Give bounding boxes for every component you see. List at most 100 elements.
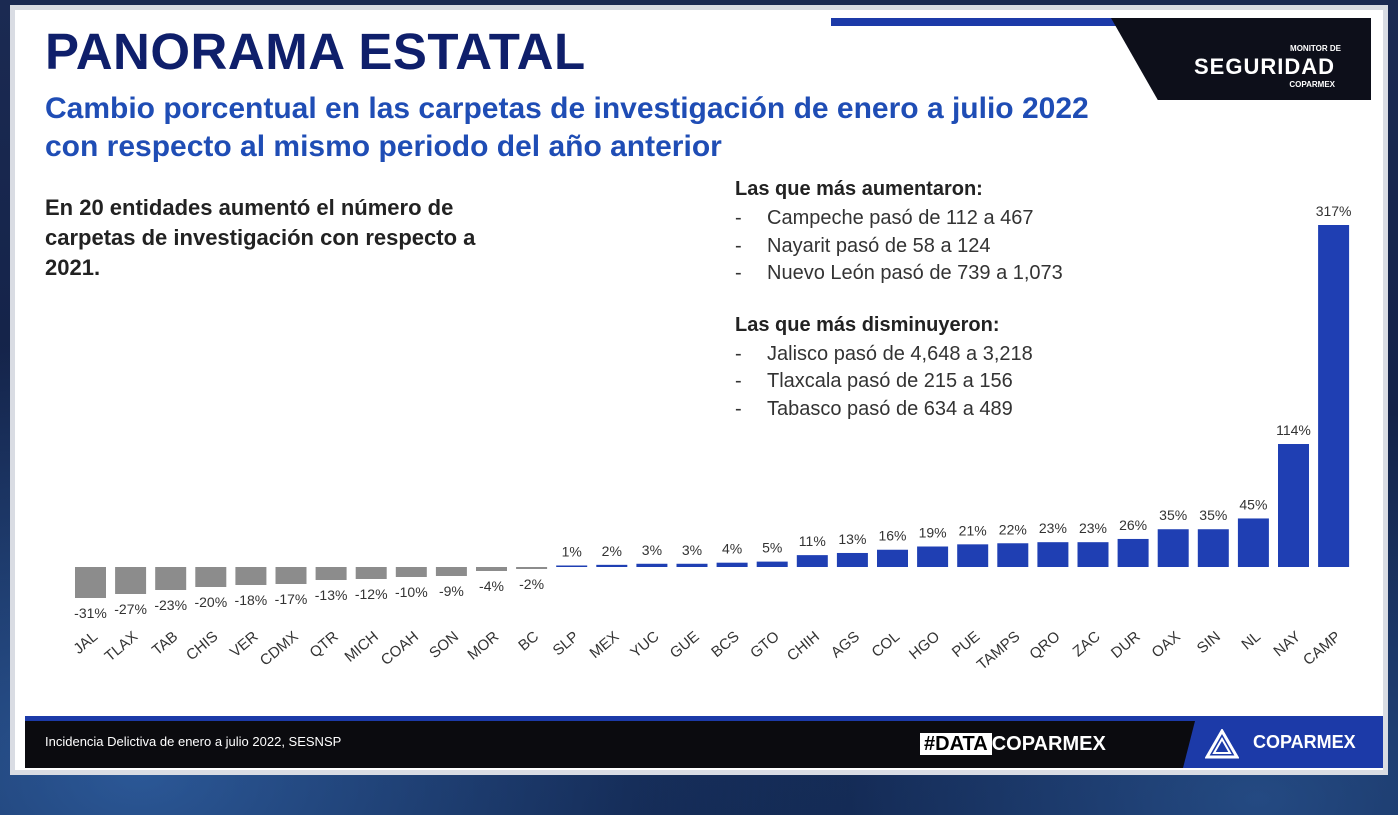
value-label: -31% [74, 605, 107, 621]
bar-hgo [917, 546, 949, 567]
value-label: 21% [959, 522, 987, 538]
category-label: YUC [627, 628, 662, 661]
category-label: OAX [1149, 628, 1184, 661]
bar-mex [596, 564, 628, 567]
bar-cdmx [275, 567, 307, 584]
page-subtitle: Cambio porcentual en las carpetas de inv… [45, 92, 1089, 163]
category-label: MOR [464, 628, 502, 664]
bar-bc [516, 567, 548, 569]
category-label: TLAX [102, 628, 142, 665]
bar-ags [836, 552, 868, 567]
bar-nay [1278, 444, 1309, 567]
bar-camp [1318, 225, 1350, 567]
category-label: QRO [1026, 628, 1063, 663]
page-title: PANORAMA ESTATAL [45, 23, 586, 80]
decreases-list: Jalisco pasó de 4,648 a 3,218 Tlaxcala p… [735, 341, 1155, 424]
logo-line3: COPARMEX [1289, 80, 1335, 89]
value-label: 317% [1316, 203, 1352, 219]
value-label: -9% [439, 583, 464, 599]
intro-text: En 20 entidades aumentó el número de car… [45, 195, 476, 280]
brand-area: COPARMEX [1183, 721, 1383, 768]
bar-oax [1157, 529, 1189, 567]
bar-yuc [636, 563, 668, 567]
value-label: 3% [642, 542, 662, 558]
value-label: 2% [602, 543, 622, 559]
value-label: -12% [355, 586, 388, 602]
bar-jal [75, 567, 106, 598]
decrease-item: Tabasco pasó de 634 a 489 [735, 396, 1155, 424]
bar-pue [957, 544, 989, 567]
coparmex-icon [1205, 729, 1239, 759]
value-label: -17% [275, 591, 308, 607]
bar-gue [676, 563, 708, 567]
category-label: HGO [906, 628, 943, 663]
category-label: MEX [587, 628, 623, 662]
hashtag-left: #DATA [920, 733, 992, 755]
value-label: 23% [1039, 520, 1067, 536]
bar-coah [395, 567, 427, 577]
value-label: 4% [722, 541, 742, 557]
increases-heading: Las que más aumentaron: [735, 178, 983, 200]
value-label: 16% [878, 528, 906, 544]
category-label: ZAC [1070, 628, 1104, 660]
category-label: JAL [70, 628, 101, 658]
bar-zac [1077, 542, 1109, 567]
value-label: 45% [1239, 496, 1267, 512]
decreases-heading: Las que más disminuyeron: [735, 313, 1000, 336]
value-label: 35% [1199, 507, 1227, 523]
category-label: COL [869, 628, 904, 661]
logo-line1: MONITOR DE [1290, 44, 1341, 53]
footer-bar: Incidencia Delictiva de enero a julio 20… [25, 716, 1383, 768]
bar-nl [1237, 518, 1269, 567]
category-label: NL [1238, 628, 1264, 653]
bar-bcs [716, 562, 748, 567]
category-label: TAMPS [974, 628, 1024, 674]
category-label: CHIH [784, 628, 823, 665]
bar-chart: -31%JAL-27%TLAX-23%TAB-20%CHIS-18%VER-17… [70, 203, 1352, 674]
bar-dur [1117, 538, 1149, 567]
category-label: SLP [550, 628, 583, 659]
bar-son [435, 567, 467, 576]
logo-line2: SEGURIDAD [1193, 54, 1335, 79]
bar-qro [1037, 542, 1069, 567]
hashtag-right: COPARMEX [991, 733, 1106, 755]
bar-tlax [115, 567, 147, 594]
bar-mor [476, 567, 507, 571]
value-label: 3% [682, 542, 702, 558]
value-label: 26% [1119, 517, 1147, 533]
source-text: Incidencia Delictiva de enero a julio 20… [45, 734, 342, 749]
bar-slp [556, 565, 588, 567]
bar-ver [235, 567, 267, 585]
decrease-item: Jalisco pasó de 4,648 a 3,218 [735, 341, 1155, 369]
value-label: 22% [999, 521, 1027, 537]
highlights: Las que más aumentaron: Campeche pasó de… [735, 178, 1155, 449]
value-label: -27% [114, 601, 147, 617]
brand-name: COPARMEX [1253, 732, 1356, 752]
category-label: MICH [341, 628, 381, 666]
bar-gto [756, 561, 788, 567]
category-label: SON [426, 628, 462, 662]
category-label: AGS [828, 628, 863, 661]
category-label: CAMP [1300, 628, 1344, 669]
bar-col [877, 549, 908, 567]
category-label: NAY [1270, 628, 1304, 660]
value-label: 11% [799, 533, 826, 549]
bar-qtr [315, 567, 347, 580]
category-label: GUE [667, 628, 703, 662]
bar-tab [155, 567, 187, 590]
category-label: BC [515, 628, 542, 655]
slide: PANORAMA ESTATAL Cambio porcentual en la… [10, 5, 1388, 775]
category-label: GTO [747, 628, 783, 662]
hashtag: #DATA COPARMEX [920, 732, 1106, 756]
value-label: 23% [1079, 520, 1107, 536]
decrease-item: Tlaxcala pasó de 215 a 156 [735, 368, 1155, 396]
bar-chis [195, 567, 227, 587]
category-label: COAH [378, 628, 422, 669]
logo-stripe [831, 18, 1371, 26]
increase-item: Campeche pasó de 112 a 467 [735, 205, 1155, 233]
category-label: QTR [306, 628, 341, 661]
value-label: 13% [838, 531, 866, 547]
category-label: SIN [1194, 628, 1224, 657]
value-label: -23% [154, 597, 187, 613]
category-label: CHIS [183, 628, 221, 664]
